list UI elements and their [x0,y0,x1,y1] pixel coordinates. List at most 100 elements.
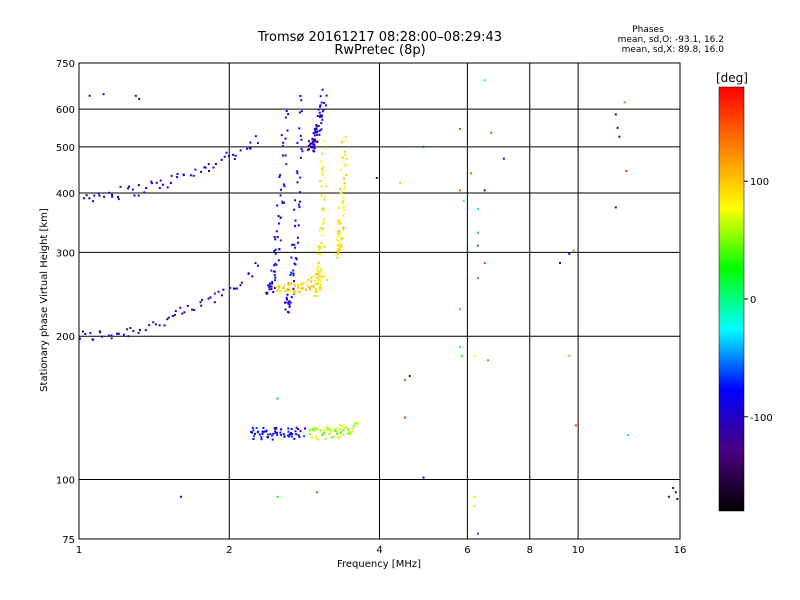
trace-point [293,262,296,265]
trace-point [117,198,120,201]
trace-point [273,264,275,267]
trace-point [89,332,92,335]
trace-point [321,168,324,170]
trace-point [108,191,111,194]
trace-point [340,191,343,194]
trace-point [274,238,277,241]
trace-point [345,158,348,161]
trace-point [316,140,319,143]
scatter-point [572,249,575,252]
trace-point [213,292,216,295]
trace-point [204,166,207,169]
trace-point [325,425,328,428]
scatter-point [483,79,486,82]
trace-point [249,141,252,144]
trace-point [287,289,290,292]
trace-point [295,258,298,261]
trace-point [348,430,351,433]
trace-point [313,147,316,149]
trace-point [98,330,101,333]
trace-point [301,150,304,153]
trace-point [274,252,277,255]
trace-point [282,287,285,289]
trace-point [299,290,302,293]
trace-point [249,147,252,150]
trace-point [199,301,202,304]
trace-point [162,183,164,186]
trace-point [341,202,344,205]
trace-point [293,243,296,246]
trace-point [318,229,321,232]
trace-point [287,430,290,433]
trace-point [257,430,260,433]
trace-point [233,287,236,290]
trace-point [84,333,87,335]
scatter-point [487,359,490,362]
trace-point [292,269,295,272]
trace-point [281,200,284,203]
scatter-point [490,131,493,134]
scatter-point [502,157,505,160]
trace-point [314,426,317,429]
trace-point [171,315,174,317]
trace-point [345,426,348,429]
trace-point [200,304,203,307]
trace-point [290,282,293,285]
trace-point [294,430,297,433]
scatter-point [623,101,626,104]
trace-point [286,293,289,296]
trace-point [297,224,300,227]
trace-point [339,169,342,172]
trace-point [97,192,100,195]
trace-point [315,125,318,128]
trace-point [139,329,141,332]
trace-point [192,174,195,177]
trace-point [302,282,305,285]
trace-point [287,113,290,116]
trace-point [340,237,343,240]
trace-point [298,111,301,114]
trace-point [342,237,345,240]
trace-point [277,215,280,217]
trace-point [282,183,285,186]
trace-point [299,430,302,433]
scatter-point [138,98,141,100]
trace-point [325,94,328,97]
trace-point [309,142,312,145]
trace-point [293,280,295,283]
trace-point [294,246,297,249]
trace-point [296,170,299,173]
trace-point [341,425,344,428]
trace-point [318,111,321,114]
colorbar-ticks: 100 0 -100 [744,177,773,424]
trace-point [313,134,316,137]
trace-point [283,201,285,204]
trace-point [294,284,296,287]
trace-point [133,194,136,197]
trace-point [278,176,281,178]
trace-point [284,154,287,157]
trace-point [251,426,254,429]
trace-point [343,188,346,191]
trace-point [111,193,113,196]
chart-subtitle: RwPretec (8p) [334,43,425,58]
trace-point [327,427,330,430]
trace-point [260,438,263,441]
trace-point [300,110,303,113]
trace-point [347,428,350,431]
trace-point [319,280,322,283]
plot-frame [78,62,681,540]
trace-point [287,311,290,314]
scatter-point [88,94,91,97]
trace-point [201,298,203,301]
trace-point [290,296,293,299]
trace-point [337,251,339,254]
trace-point [287,302,290,305]
trace-point [347,432,350,435]
scatter-point [408,375,411,377]
trace-point [207,297,210,300]
trace-point [317,245,320,248]
trace-point [271,282,274,285]
trace-point [325,147,328,150]
